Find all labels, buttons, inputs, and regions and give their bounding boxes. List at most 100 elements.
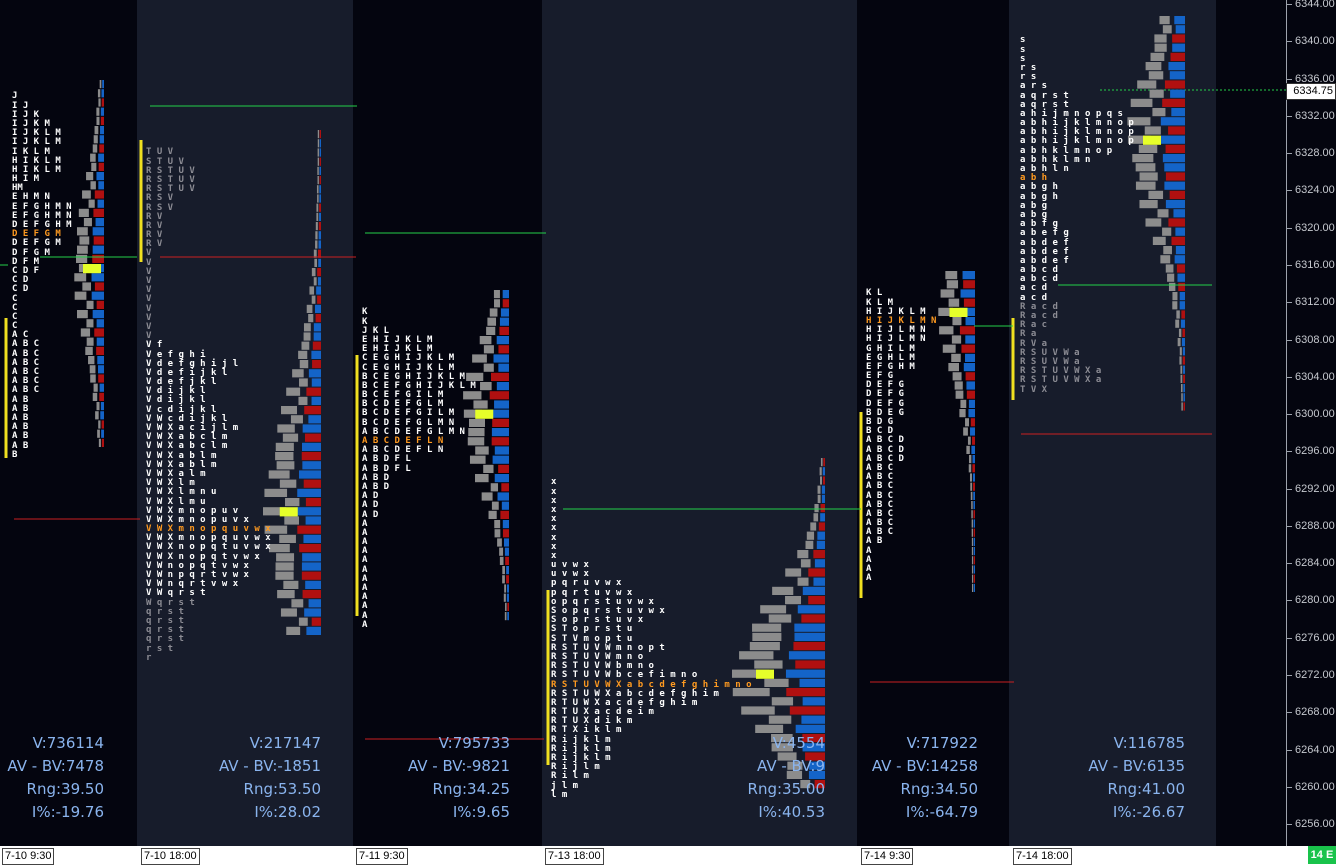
tpo-row: A B C <box>866 518 894 529</box>
volume-bar-neutral <box>963 427 968 436</box>
volume-bar-neutral <box>276 553 295 562</box>
volume-bar-buy <box>311 350 321 359</box>
volume-bar-buy <box>973 491 975 500</box>
volume-bar-buy <box>1160 117 1185 126</box>
volume-bar-neutral <box>309 286 315 295</box>
tpo-row: E G H L M <box>866 352 915 363</box>
volume-bar-sell <box>98 374 104 383</box>
volume-bar-buy <box>496 336 509 345</box>
volume-bar-neutral <box>1127 117 1151 126</box>
tpo-row: a b d e f <box>1020 237 1069 248</box>
volume-bar-neutral <box>731 669 770 678</box>
price-label: 6284.00 <box>1295 557 1335 570</box>
tpo-row: R a c d <box>1020 311 1058 322</box>
volume-bar-buy <box>296 507 321 516</box>
volume-bar-neutral <box>1154 43 1167 52</box>
tpo-row: q r s t <box>146 606 184 617</box>
time-axis[interactable]: 7-10 9:30 7-10 18:00 7-11 9:30 7-13 18:0… <box>0 846 1336 868</box>
tpo-row: R S T U V <box>146 174 195 185</box>
tpo-row: C <box>12 293 18 304</box>
price-axis[interactable]: 6344.00 6340.00 6336.00 6332.00 6328.00 6324.… <box>1286 0 1336 846</box>
price-label: 6300.00 <box>1295 408 1335 421</box>
volume-bar-neutral <box>483 363 494 372</box>
price-tick <box>1287 153 1292 155</box>
volume-bar-sell <box>1182 356 1185 365</box>
tpo-row: R T X i k l m <box>551 725 622 736</box>
time-label-5: 7-14 9:30 <box>861 848 914 865</box>
time-label-6: 7-14 18:00 <box>1013 848 1072 865</box>
volume-bar-neutral <box>971 556 974 565</box>
volume-bar-neutral <box>939 326 954 335</box>
tpo-row: R a c <box>1020 320 1048 331</box>
volume-bar-neutral <box>473 400 488 409</box>
volume-bar-neutral <box>86 337 94 346</box>
volume-bar-neutral <box>82 282 92 291</box>
tpo-row: HM <box>12 183 23 194</box>
time-label-2: 7-10 18:00 <box>141 848 200 865</box>
tpo-row: R S T U V W X a <box>1020 366 1102 377</box>
volume-bar-buy <box>95 218 104 227</box>
volume-bar-buy <box>92 310 104 319</box>
volume-bar-sell <box>299 544 321 553</box>
volume-bar-sell <box>489 391 509 400</box>
tpo-row: a b h i j k l m n o p <box>1020 127 1134 138</box>
volume-bar-neutral <box>946 280 959 289</box>
price-label: 6308.00 <box>1295 333 1335 346</box>
volume-bar-sell <box>814 780 825 789</box>
tpo-row: A B <box>12 431 29 442</box>
volume-bar-neutral <box>1168 282 1176 291</box>
volume-label: V:795733 <box>438 734 510 752</box>
tpo-row: x <box>551 504 557 515</box>
tpo-row: a b d e f <box>1020 246 1069 257</box>
tpo-row: a c d <box>1020 283 1048 294</box>
tpo-row: A <box>866 554 872 565</box>
tpo-row: r s t <box>146 643 174 654</box>
tpo-row: R T U X a c d e i m <box>551 707 654 718</box>
volume-bar-buy <box>311 396 321 405</box>
price-tick <box>1287 115 1292 117</box>
volume-bar-buy <box>973 537 975 546</box>
price-label: 6344.00 <box>1295 0 1335 10</box>
volume-bar-neutral <box>805 540 814 549</box>
volume-bar-neutral <box>945 271 958 280</box>
volume-bar-sell <box>973 510 975 519</box>
volume-bar-buy <box>317 277 321 286</box>
price-tick <box>1287 525 1292 527</box>
price-label: 6272.00 <box>1295 669 1335 682</box>
volume-label: V:717922 <box>906 734 978 752</box>
stats-session-1: V:736114 AV - BV:7478 Rng:39.50 I%:-19.7… <box>0 732 104 824</box>
volume-bar-neutral <box>90 181 96 190</box>
volume-bar-sell <box>1172 34 1185 43</box>
volume-bar-buy <box>1175 25 1185 34</box>
volume-bar-neutral <box>472 354 487 363</box>
volume-bar-neutral <box>475 474 489 483</box>
price-tick <box>1287 339 1292 341</box>
price-tick <box>1287 190 1292 192</box>
price-tick <box>1287 414 1292 416</box>
volume-bar-buy <box>499 317 509 326</box>
volume-bar-buy <box>494 474 509 483</box>
delta-label: AV - BV:6135 <box>1088 757 1185 775</box>
tpo-row: A B D <box>362 481 390 492</box>
tpo-row: I K L M <box>12 146 50 157</box>
tpo-row: S T U V <box>146 156 184 167</box>
tpo-row: x <box>551 550 557 561</box>
volume-bar-sell <box>315 314 321 323</box>
volume-bar-buy <box>102 80 104 89</box>
volume-bar-neutral <box>1181 393 1183 402</box>
volume-bar-buy <box>498 363 509 372</box>
volume-bar-neutral <box>275 562 294 571</box>
tpo-row: A B C <box>866 527 894 538</box>
volume-bar-neutral <box>971 501 973 510</box>
tpo-row: V d e f j k l <box>146 377 217 388</box>
volume-bar-neutral <box>95 411 99 420</box>
volume-bar-neutral <box>291 599 304 608</box>
volume-bar-neutral <box>283 580 299 589</box>
volume-bar-neutral <box>1180 374 1183 383</box>
volume-bar-neutral <box>1172 292 1178 301</box>
volume-bar-neutral <box>284 516 299 525</box>
tpo-row: A B C <box>12 348 40 359</box>
